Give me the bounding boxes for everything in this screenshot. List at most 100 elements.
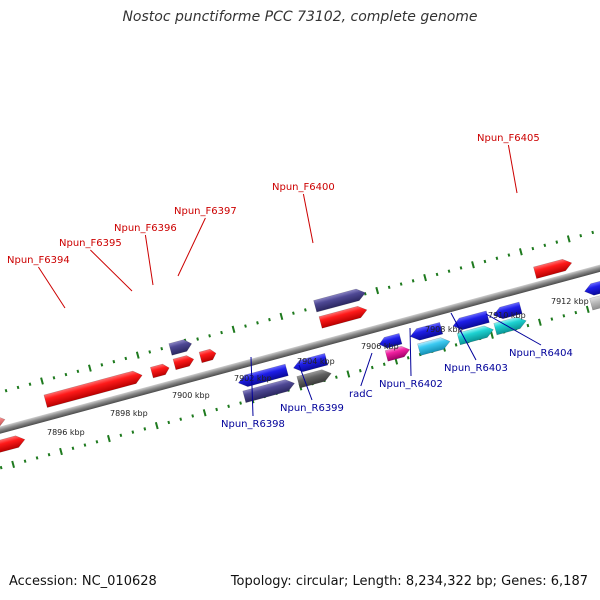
forward-gene-arrow[interactable] [0, 434, 26, 454]
forward-gene-arrow[interactable] [384, 344, 411, 362]
forward-gene-arrow[interactable] [417, 336, 451, 356]
reverse-gene-arrow[interactable] [378, 333, 403, 349]
major-tick [346, 370, 351, 378]
forward-gene-arrow[interactable] [242, 378, 296, 403]
minor-tick [0, 465, 3, 470]
major-tick [279, 312, 284, 321]
minor-tick [227, 404, 230, 408]
forward-gene-arrow[interactable] [198, 348, 217, 364]
reverse-gene-arrow[interactable] [452, 310, 490, 332]
reverse-gene-arrow[interactable] [292, 353, 329, 373]
forward-gene-label[interactable]: Npun_F6405 [477, 133, 540, 144]
minor-tick [100, 363, 104, 367]
leader-line [250, 356, 254, 417]
length-value: 8,234,322 bp; [405, 574, 498, 589]
reverse-gene-label[interactable]: Npun_R6402 [379, 379, 443, 390]
forward-gene-arrow[interactable] [168, 338, 193, 356]
reverse-gene-label[interactable]: Npun_R6403 [444, 363, 508, 374]
major-tick [423, 274, 427, 282]
forward-gene-arrow[interactable] [43, 369, 144, 408]
minor-tick [16, 385, 20, 390]
scale-tick-label: 7908 kbp [425, 325, 463, 334]
minor-tick [112, 359, 116, 364]
minor-tick [196, 337, 199, 341]
length-label: Length: [352, 574, 402, 589]
scale-tick-label: 7902 kbp [234, 374, 272, 383]
minor-tick [268, 317, 271, 322]
minor-tick [382, 362, 386, 366]
reverse-gene-arrow[interactable] [492, 301, 523, 321]
minor-tick [119, 433, 123, 438]
leader-line [450, 312, 477, 361]
scale-tick-label: 7912 kbp [551, 297, 589, 306]
minor-tick [28, 382, 32, 386]
minor-tick [4, 388, 8, 393]
accession-label: Accession: [9, 574, 78, 589]
forward-gene-arrow[interactable] [533, 257, 573, 279]
minor-tick [507, 253, 511, 257]
minor-tick [387, 285, 391, 290]
leader-line [409, 327, 412, 377]
reverse-gene-arrow[interactable] [409, 322, 444, 342]
major-tick [40, 377, 44, 385]
topology-value: circular; [295, 574, 349, 589]
forward-gene-label[interactable]: Npun_F6396 [114, 223, 177, 234]
genes-label: Genes: [501, 574, 547, 589]
major-tick [154, 422, 159, 430]
major-tick [471, 261, 475, 269]
forward-gene-arrow[interactable] [313, 287, 367, 313]
minor-tick [411, 279, 415, 283]
minor-tick [239, 401, 242, 405]
major-tick [59, 447, 63, 456]
major-tick [11, 460, 16, 469]
forward-gene-label[interactable]: Npun_F6397 [174, 206, 237, 217]
minor-tick [447, 269, 451, 273]
forward-gene-label[interactable]: Npun_F6395 [59, 238, 122, 249]
minor-tick [167, 420, 171, 425]
forward-gene-arrow[interactable] [172, 354, 195, 371]
forward-gene-arrow[interactable] [318, 304, 368, 329]
minor-tick [562, 314, 566, 318]
minor-tick [399, 282, 403, 286]
genome-stats: Topology: circular; Length: 8,234,322 bp… [231, 574, 588, 589]
minor-tick [483, 259, 487, 264]
forward-gene-arrow[interactable] [0, 414, 6, 432]
reverse-gene-label[interactable]: Npun_R6398 [221, 419, 285, 430]
reverse-gene-label[interactable]: Npun_R6404 [509, 348, 573, 359]
forward-gene-arrow[interactable] [150, 363, 170, 379]
scale-tick-label: 7906 kbp [361, 342, 399, 351]
minor-tick [256, 321, 259, 325]
minor-tick [304, 308, 307, 312]
minor-tick [215, 407, 219, 412]
major-tick [566, 235, 571, 243]
minor-tick [160, 346, 164, 351]
minor-tick [406, 356, 410, 360]
minor-tick [574, 310, 578, 315]
major-tick [88, 364, 92, 372]
minor-tick [64, 372, 68, 377]
forward-gene-label[interactable]: Npun_F6400 [272, 182, 335, 193]
leader-line [302, 193, 314, 244]
major-tick [490, 331, 494, 339]
leader-line [144, 234, 154, 286]
map-title: Nostoc punctiforme PCC 73102, complete g… [122, 9, 478, 25]
minor-tick [543, 243, 547, 248]
minor-tick [370, 365, 374, 370]
scale-tick-label: 7900 kbp [172, 391, 210, 400]
leader-line [507, 144, 518, 194]
scale-tick-label: 7898 kbp [110, 409, 148, 418]
scale-tick-label: 7904 kbp [297, 357, 335, 366]
minor-tick [148, 350, 152, 354]
minor-tick [220, 330, 223, 335]
major-tick [107, 434, 111, 443]
reverse-gene-label[interactable]: radC [349, 389, 373, 400]
reverse-gene-label[interactable]: Npun_R6399 [280, 403, 344, 414]
major-tick [135, 351, 140, 359]
forward-gene-arrow[interactable] [456, 324, 495, 346]
minor-tick [191, 414, 195, 418]
forward-gene-arrow[interactable] [493, 315, 528, 336]
scale-tick-label: 7910 kbp [488, 311, 526, 320]
minor-tick [83, 443, 87, 447]
reverse-gene-arrow[interactable] [583, 275, 600, 297]
forward-gene-label[interactable]: Npun_F6394 [7, 255, 70, 266]
